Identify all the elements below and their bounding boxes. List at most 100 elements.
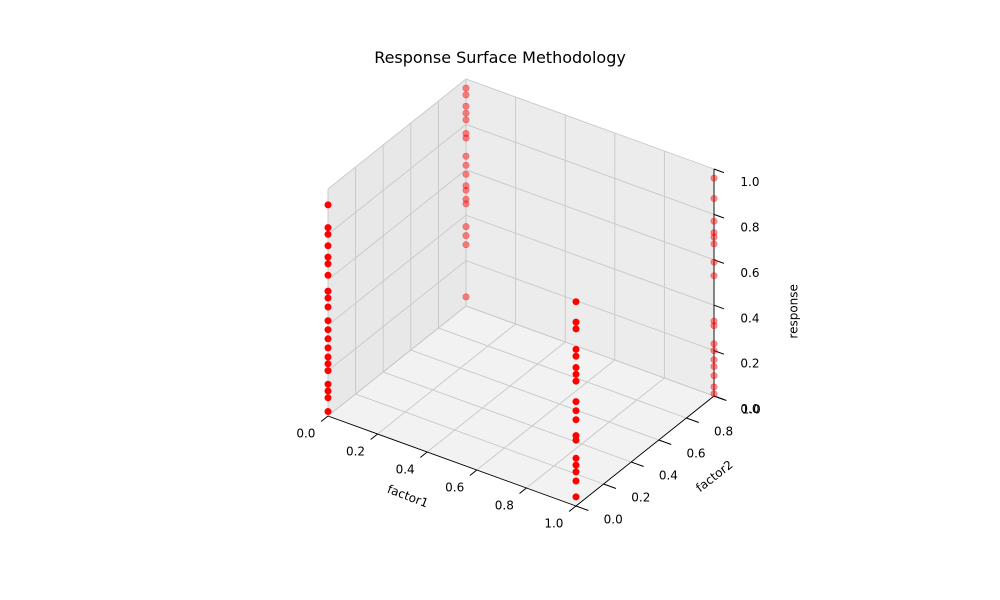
- data-point: [462, 84, 470, 92]
- data-point: [710, 233, 718, 241]
- z-gridline: [327, 214, 715, 326]
- x-tick: [419, 451, 428, 458]
- data-point: [462, 241, 470, 249]
- data-point: [572, 363, 580, 371]
- data-point: [462, 91, 470, 99]
- data-point: [462, 152, 470, 160]
- y-tick-label: 0.8: [714, 425, 733, 439]
- data-point: [324, 353, 332, 361]
- data-point: [572, 416, 580, 424]
- floor-pane: [328, 306, 714, 506]
- data-point: [324, 201, 332, 209]
- data-point: [710, 372, 718, 380]
- data-point: [462, 223, 470, 231]
- x-tick-label: 0.8: [495, 499, 514, 513]
- y-axis-label: factor2: [693, 457, 735, 494]
- data-point: [710, 317, 718, 325]
- data-point: [462, 195, 470, 203]
- data-point: [462, 186, 470, 194]
- data-point: [462, 130, 470, 138]
- data-point: [462, 102, 470, 110]
- x-tick-label: 0.4: [396, 463, 415, 477]
- data-point: [324, 260, 332, 268]
- data-point: [462, 182, 470, 190]
- x-tick-label: 0.0: [296, 427, 315, 441]
- data-point: [572, 377, 580, 385]
- y-tick-label: 0.6: [686, 447, 705, 461]
- data-point: [710, 356, 718, 364]
- x-tick: [568, 505, 577, 512]
- data-point: [462, 170, 470, 178]
- data-point: [710, 174, 718, 182]
- data-point: [324, 294, 332, 302]
- y-tick: [658, 439, 672, 445]
- x-tick-label: 0.6: [445, 481, 464, 495]
- data-point: [572, 398, 580, 406]
- z-gridline: [327, 305, 715, 417]
- data-point: [710, 347, 718, 355]
- data-point: [572, 477, 580, 485]
- axis-lines: [327, 169, 715, 507]
- z-tick: [713, 259, 725, 264]
- z-tick: [713, 168, 725, 174]
- data-point: [710, 229, 718, 237]
- data-point: [572, 407, 580, 415]
- data-point: [324, 230, 332, 238]
- axis-panes: [328, 79, 714, 506]
- z-tick: [713, 213, 725, 219]
- data-point: [710, 383, 718, 391]
- data-point: [462, 116, 470, 124]
- data-point: [572, 345, 580, 353]
- z-tick: [713, 350, 725, 355]
- data-point: [324, 367, 332, 375]
- data-point: [324, 253, 332, 261]
- data-point: [462, 134, 470, 142]
- z-tick: [713, 395, 725, 401]
- z-gridline: [327, 169, 715, 281]
- y-tick-label: 1.0: [742, 403, 761, 417]
- z-tick-label: 0.0: [740, 402, 759, 416]
- data-point: [324, 271, 332, 279]
- x-axis-label: factor1: [385, 482, 430, 510]
- data-point: [710, 195, 718, 203]
- data-point: [572, 468, 580, 476]
- tick-labels: 0.00.20.40.60.81.0 0.00.20.40.60.81.00.00…: [296, 175, 760, 531]
- z-tick-label: 0.6: [740, 266, 759, 280]
- data-point: [462, 200, 470, 208]
- data-point: [324, 360, 332, 368]
- x-tick-label: 0.2: [346, 445, 365, 459]
- data-point: [572, 370, 580, 378]
- data-point: [572, 493, 580, 501]
- data-point: [462, 232, 470, 240]
- data-point: [710, 258, 718, 266]
- left-wall-pane: [328, 79, 466, 416]
- data-point: [572, 454, 580, 462]
- data-point: [710, 390, 718, 398]
- z-tick-label: 0.8: [740, 220, 759, 234]
- data-point: [324, 344, 332, 352]
- y-tick: [575, 505, 589, 511]
- data-point: [324, 387, 332, 395]
- z-gridline: [327, 123, 715, 235]
- data-point: [572, 352, 580, 360]
- z-tick-label: 0.4: [740, 311, 759, 325]
- data-point: [572, 461, 580, 469]
- back-wall-pane: [466, 79, 714, 396]
- data-point: [324, 335, 332, 343]
- tick-marks: [320, 168, 727, 512]
- data-point: [572, 432, 580, 440]
- data-point: [572, 298, 580, 306]
- data-point: [324, 224, 332, 232]
- data-point: [324, 287, 332, 295]
- data-point: [462, 109, 470, 117]
- data-points: [324, 84, 718, 501]
- data-point: [572, 318, 580, 326]
- y-tick-label: 0.2: [631, 491, 650, 505]
- x-tick: [370, 433, 378, 440]
- y-axis-line: [575, 395, 715, 507]
- x-axis-line: [327, 415, 577, 507]
- data-point: [324, 317, 332, 325]
- z-gridline: [327, 260, 715, 371]
- x-tick: [519, 487, 527, 494]
- z-tick-label: 0.2: [740, 357, 759, 371]
